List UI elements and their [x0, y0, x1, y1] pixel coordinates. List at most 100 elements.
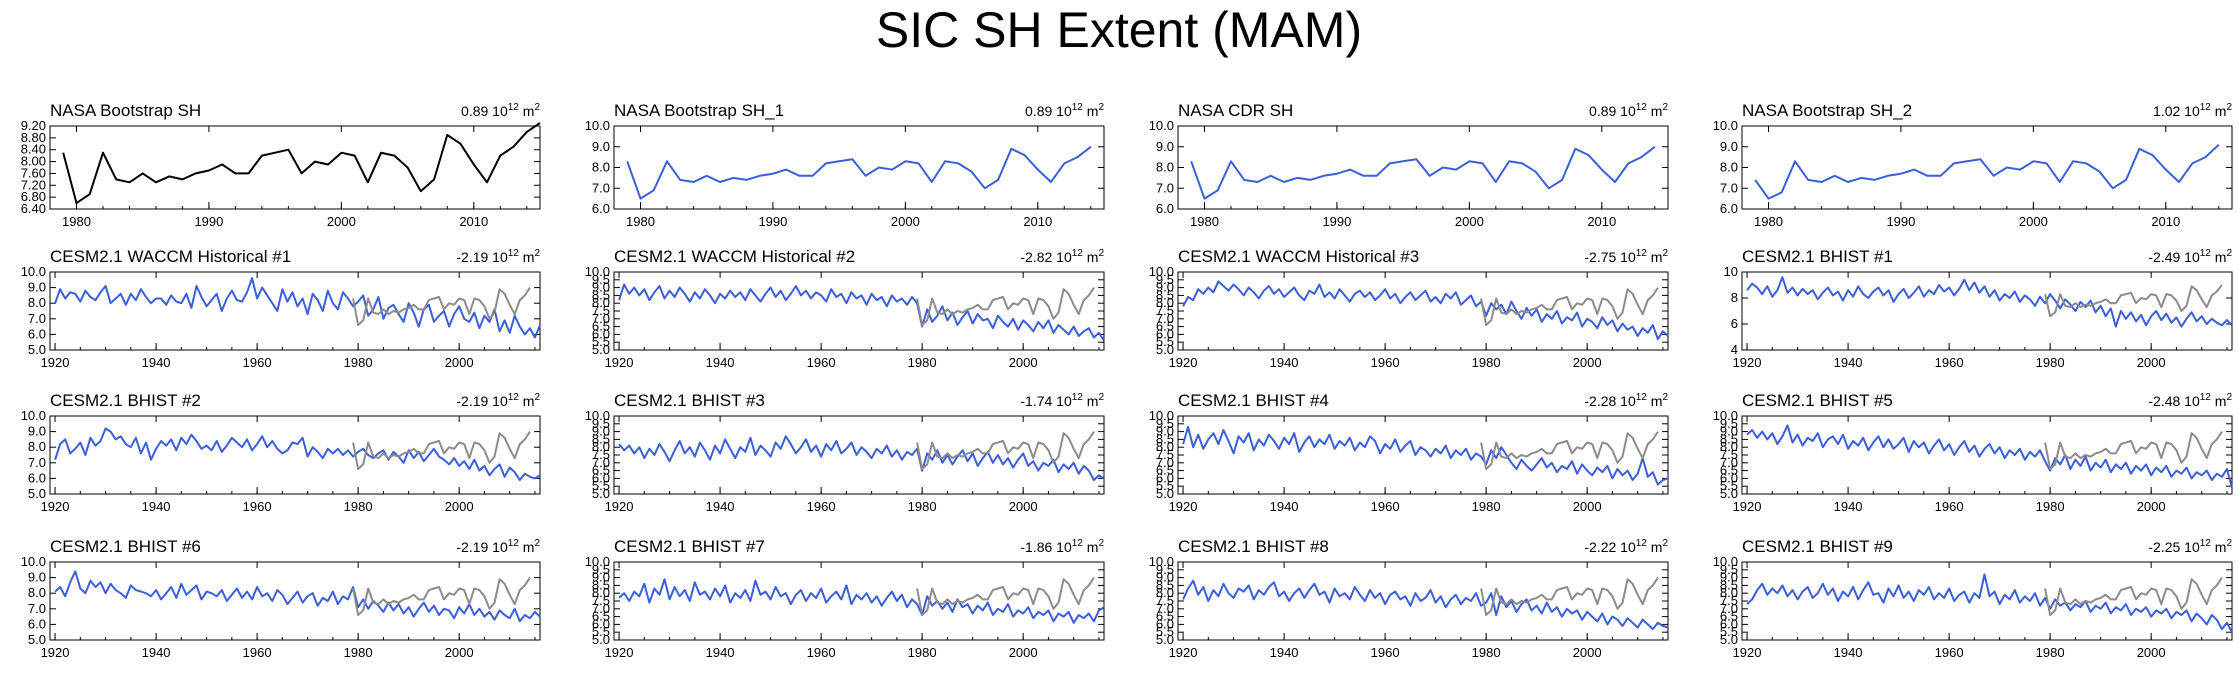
plot-frame — [613, 561, 1105, 641]
x-tick-label: 2000 — [1573, 355, 1602, 370]
panel-title: CESM2.1 BHIST #8 — [1178, 537, 1329, 556]
series-line — [1746, 573, 2233, 633]
x-tick-label: 2010 — [1587, 214, 1616, 229]
y-tick-label: 9.0 — [28, 570, 46, 585]
y-tick-label: 7.20 — [21, 177, 46, 192]
y-tick-label: 8.5 — [1720, 577, 1738, 592]
x-tick-label: 1940 — [142, 499, 171, 514]
y-tick-label: 8.5 — [592, 577, 610, 592]
y-tick-label: 10.0 — [585, 264, 610, 279]
x-tick-label: 2000 — [1573, 645, 1602, 660]
y-tick-label: 9.0 — [1156, 280, 1174, 295]
x-tick-label: 1980 — [1754, 214, 1783, 229]
y-tick-label: 5.5 — [1156, 478, 1174, 493]
x-tick-label: 1920 — [605, 499, 634, 514]
x-tick-label: 2000 — [1009, 645, 1038, 660]
trend-label: -2.48 1012 m2 — [2148, 392, 2232, 409]
y-tick-label: 6.0 — [28, 326, 46, 341]
panel-2: NASA Bootstrap SH_1 0.89 1012 m2 6.0 7.0 8.0… — [585, 101, 1105, 229]
plot-frame — [1177, 271, 1669, 351]
x-tick-label: 2000 — [445, 355, 474, 370]
panel-5: CESM2.1 WACCM Historical #1 -2.19 1012 m2… — [21, 247, 541, 370]
series-line — [62, 122, 541, 205]
y-tick-label: 8.0 — [1156, 295, 1174, 310]
series-line — [54, 277, 541, 339]
x-tick-label: 1980 — [1472, 645, 1501, 660]
x-tick-label: 1940 — [1270, 499, 1299, 514]
y-tick-label: 9.0 — [1156, 424, 1174, 439]
y-tick-label: 8.5 — [1720, 431, 1738, 446]
y-tick-label: 9.5 — [1156, 562, 1174, 577]
trend-label: -2.49 1012 m2 — [2148, 248, 2232, 265]
y-tick-label: 5.0 — [28, 342, 46, 357]
y-tick-label: 9.0 — [1720, 570, 1738, 585]
y-tick-label: 8.40 — [21, 142, 46, 157]
y-tick-label: 7.5 — [592, 303, 610, 318]
y-tick-label: 10.0 — [1149, 554, 1174, 569]
y-tick-label: 6.0 — [1720, 470, 1738, 485]
panel-title: CESM2.1 BHIST #5 — [1742, 391, 1893, 410]
x-tick-label: 1920 — [1733, 499, 1762, 514]
y-tick-label: 8.00 — [21, 154, 46, 169]
plot-frame — [49, 415, 541, 495]
y-tick-label: 7.5 — [1720, 447, 1738, 462]
x-tick-label: 1980 — [908, 499, 937, 514]
trend-label: 0.89 1012 m2 — [1025, 102, 1104, 119]
y-tick-label: 7.0 — [592, 601, 610, 616]
x-tick-label: 1960 — [1935, 499, 1964, 514]
y-tick-label: 8 — [1731, 290, 1738, 305]
y-tick-label: 10.0 — [21, 264, 46, 279]
x-tick-label: 1940 — [1270, 645, 1299, 660]
y-tick-label: 9.0 — [1720, 139, 1738, 154]
trend-label: -2.19 1012 m2 — [456, 392, 540, 409]
x-tick-label: 1980 — [1472, 355, 1501, 370]
y-tick-label: 6.0 — [28, 616, 46, 631]
series-line — [618, 578, 1105, 624]
y-tick-label: 8.0 — [1156, 160, 1174, 175]
series-line — [54, 570, 541, 623]
y-tick-label: 8.0 — [28, 439, 46, 454]
series-line — [1746, 424, 2233, 489]
x-tick-label: 1920 — [1169, 355, 1198, 370]
x-tick-label: 2010 — [459, 214, 488, 229]
y-tick-label: 5.0 — [28, 632, 46, 647]
x-tick-label: 1960 — [807, 645, 836, 660]
series-line — [54, 427, 541, 481]
x-tick-label: 1990 — [1886, 214, 1915, 229]
y-tick-label: 8.5 — [592, 431, 610, 446]
y-tick-label: 7.0 — [1156, 180, 1174, 195]
obs-overlay-line — [352, 431, 531, 470]
y-tick-label: 10.0 — [21, 554, 46, 569]
y-tick-label: 9.5 — [1720, 416, 1738, 431]
x-tick-label: 1960 — [243, 355, 272, 370]
x-tick-label: 1960 — [1935, 355, 1964, 370]
y-tick-label: 5.0 — [1156, 632, 1174, 647]
y-tick-label: 7.0 — [28, 601, 46, 616]
plot-frame — [1177, 561, 1669, 641]
y-tick-label: 5.0 — [1156, 342, 1174, 357]
y-tick-label: 6.0 — [592, 470, 610, 485]
panel-11: CESM2.1 BHIST #4 -2.28 1012 m2 5.05.56.06.… — [1149, 391, 1669, 514]
y-tick-label: 7.5 — [592, 447, 610, 462]
y-tick-label: 8.0 — [592, 439, 610, 454]
y-tick-label: 6.5 — [592, 463, 610, 478]
y-tick-label: 6.0 — [1720, 616, 1738, 631]
series-line — [626, 146, 1092, 200]
obs-overlay-line — [916, 431, 1095, 470]
y-tick-label: 8.0 — [1156, 439, 1174, 454]
series-line — [1746, 276, 2233, 328]
y-tick-label: 6.0 — [592, 201, 610, 216]
y-tick-label: 10.0 — [21, 408, 46, 423]
panel-16: CESM2.1 BHIST #9 -2.25 1012 m2 5.05.56.06.… — [1713, 537, 2233, 660]
panel-15: CESM2.1 BHIST #8 -2.22 1012 m2 5.05.56.06.… — [1149, 537, 1669, 660]
y-tick-label: 9.0 — [592, 280, 610, 295]
y-tick-label: 7.0 — [592, 455, 610, 470]
y-tick-label: 10 — [1724, 264, 1738, 279]
plot-frame — [49, 271, 541, 351]
obs-overlay-line — [352, 287, 531, 326]
panel-title: NASA Bootstrap SH — [50, 101, 201, 120]
y-tick-label: 9.0 — [592, 424, 610, 439]
x-tick-label: 1940 — [1834, 645, 1863, 660]
x-tick-label: 1920 — [41, 499, 70, 514]
y-tick-label: 7.5 — [592, 593, 610, 608]
